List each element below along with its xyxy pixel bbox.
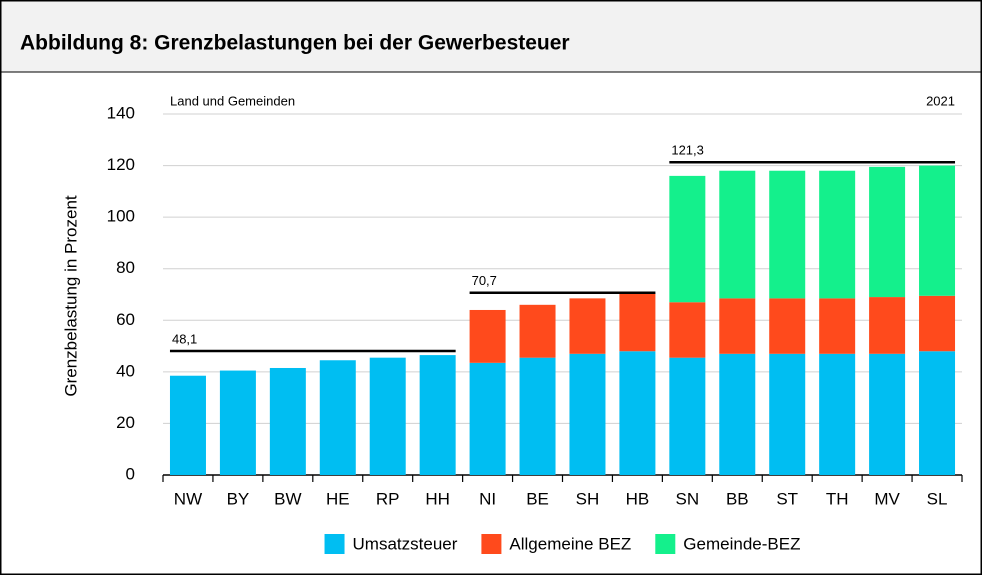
bar-segment xyxy=(769,353,806,475)
bar-segment xyxy=(669,357,706,475)
legend-swatch xyxy=(324,534,345,554)
bar-segment xyxy=(569,298,606,354)
y-axis-label: Grenzbelastung in Prozent xyxy=(61,195,80,397)
bar-segment xyxy=(819,353,856,475)
header-band xyxy=(0,0,982,72)
y-tick-label: 80 xyxy=(116,258,135,277)
bar-segment xyxy=(219,370,256,475)
y-tick-label: 60 xyxy=(116,310,135,329)
bar-segment xyxy=(769,170,806,299)
bar-segment xyxy=(719,298,756,354)
reference-label: 121,3 xyxy=(671,143,704,158)
bar-segment xyxy=(269,367,306,475)
bar-segment xyxy=(719,353,756,475)
x-tick-label: NI xyxy=(479,489,496,508)
x-tick-label: ST xyxy=(776,489,798,508)
y-tick-label: 20 xyxy=(116,413,135,432)
x-tick-label: SL xyxy=(927,489,948,508)
reference-label: 70,7 xyxy=(472,273,497,288)
bar-segment xyxy=(419,355,456,475)
reference-label: 48,1 xyxy=(172,331,197,346)
x-tick-label: MV xyxy=(874,489,900,508)
legend-label: Allgemeine BEZ xyxy=(509,534,631,553)
bar-segment xyxy=(369,357,406,475)
bar-segment xyxy=(619,351,656,475)
legend-swatch xyxy=(655,534,676,554)
x-tick-label: BB xyxy=(726,489,749,508)
subtitle-left: Land und Gemeinden xyxy=(170,93,295,108)
bar-segment xyxy=(469,362,506,475)
bar-segment xyxy=(169,375,206,475)
legend-label: Umsatzsteuer xyxy=(353,534,458,553)
bar-segment xyxy=(769,298,806,354)
bar-segment xyxy=(819,170,856,299)
title: Abbildung 8: Grenzbelastungen bei der Ge… xyxy=(20,32,570,55)
x-tick-label: BE xyxy=(526,489,549,508)
x-tick-label: SN xyxy=(676,489,700,508)
x-tick-label: RP xyxy=(376,489,400,508)
x-tick-label: HE xyxy=(326,489,350,508)
y-tick-label: 120 xyxy=(107,155,135,174)
x-tick-label: HB xyxy=(626,489,650,508)
legend-label: Gemeinde-BEZ xyxy=(683,534,800,553)
bar-segment xyxy=(919,165,956,296)
bar-segment xyxy=(819,298,856,354)
bar-segment xyxy=(669,302,706,358)
bar-segment xyxy=(319,360,356,475)
bar-segment xyxy=(619,293,656,352)
bar-segment xyxy=(919,351,956,475)
x-tick-label: BW xyxy=(274,489,301,508)
bar-segment xyxy=(569,353,606,475)
x-tick-label: HH xyxy=(425,489,450,508)
bar-segment xyxy=(669,175,706,303)
x-tick-label: SH xyxy=(576,489,600,508)
bar-segment xyxy=(919,295,956,352)
bar-segment xyxy=(869,166,906,298)
bar-segment xyxy=(519,304,556,358)
y-tick-label: 0 xyxy=(126,464,135,483)
y-tick-label: 40 xyxy=(116,361,135,380)
bar-segment xyxy=(519,357,556,475)
subtitle-right: 2021 xyxy=(926,93,955,108)
legend-swatch xyxy=(481,534,502,554)
bar-segment xyxy=(469,309,506,363)
y-tick-label: 100 xyxy=(107,207,135,226)
bar-segment xyxy=(869,297,906,354)
bar-segment xyxy=(719,170,756,299)
y-tick-label: 140 xyxy=(107,103,135,122)
bar-segment xyxy=(869,353,906,475)
x-tick-label: NW xyxy=(174,489,202,508)
x-tick-label: TH xyxy=(826,489,849,508)
x-tick-label: BY xyxy=(227,489,250,508)
